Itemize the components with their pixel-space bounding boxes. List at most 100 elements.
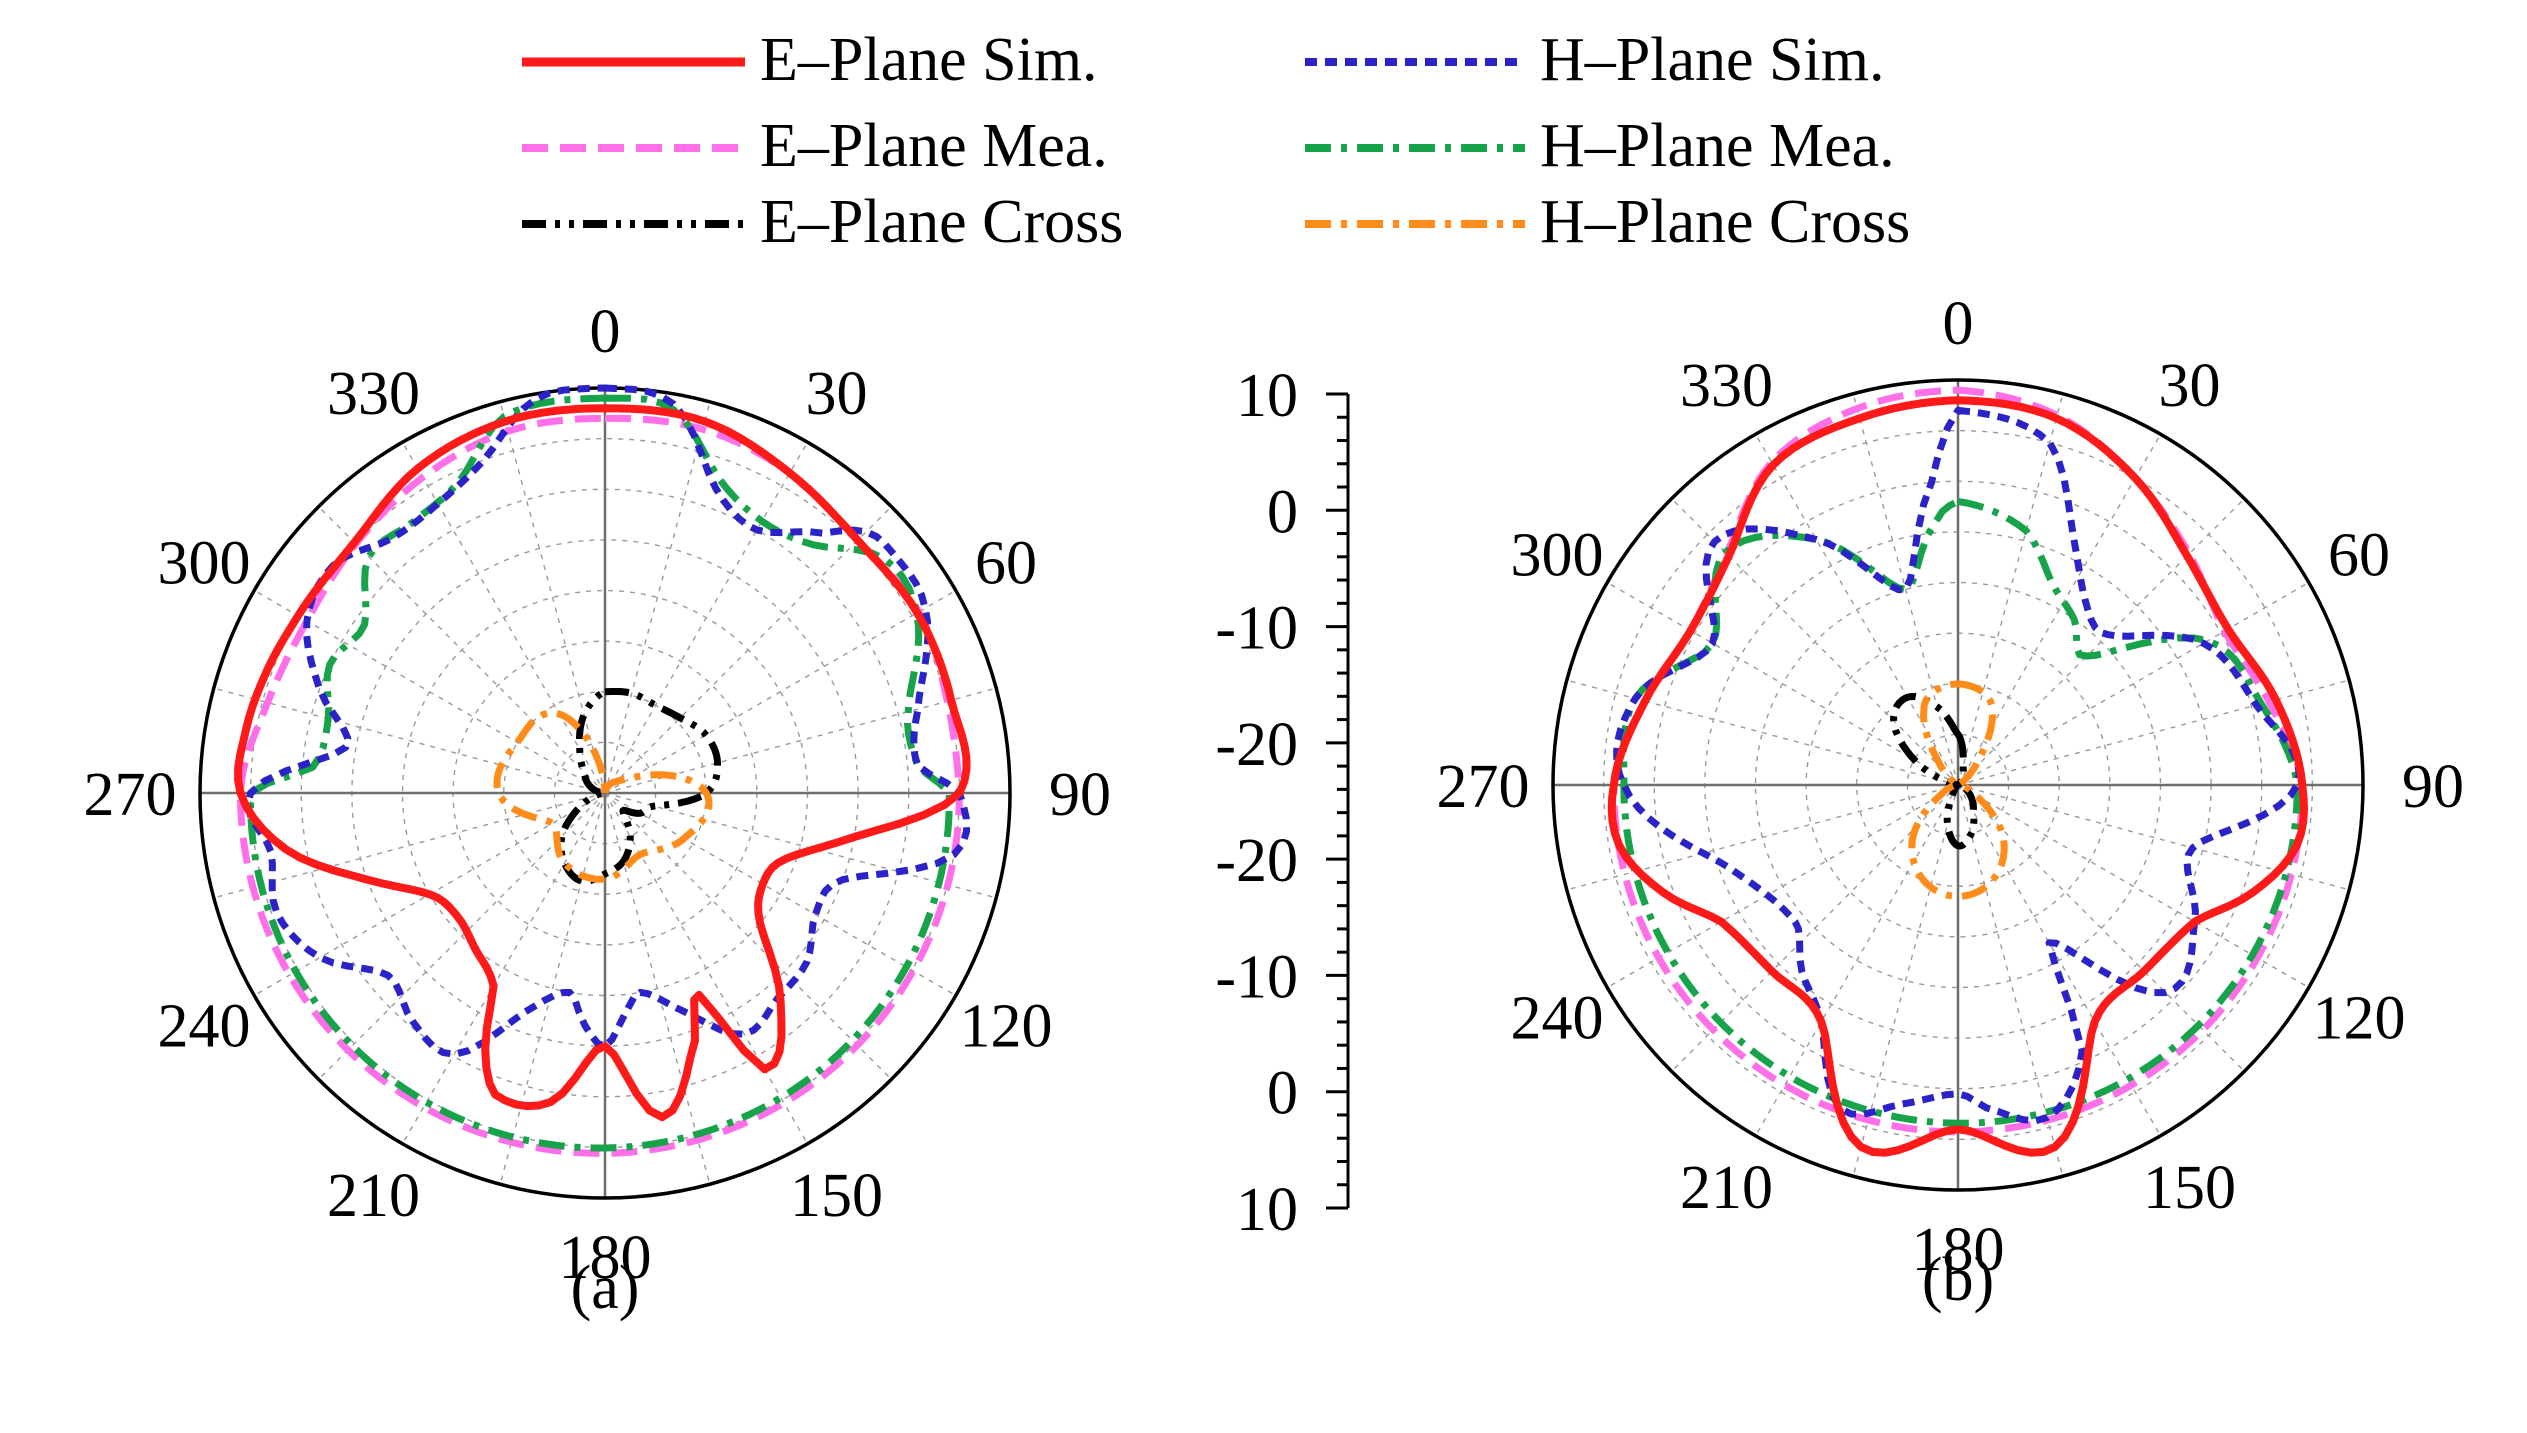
- angle-label-0: 0: [590, 298, 621, 366]
- series-group-b: [1607, 386, 2308, 1157]
- angle-label-150: 150: [790, 1162, 883, 1230]
- legend-item-e-cross: E–Plane Cross: [522, 188, 1123, 256]
- scale-tick-label: -20: [1215, 711, 1298, 779]
- series-e-mea-a: [237, 414, 963, 1157]
- scale-tick-label: -10: [1215, 943, 1298, 1011]
- series-e-cross-b: [1890, 693, 1978, 850]
- angle-label-240: 240: [158, 993, 251, 1061]
- grid-spoke: [1957, 393, 2064, 786]
- legend-label-e-mea: E–Plane Mea.: [760, 112, 1108, 180]
- grid-spoke: [1957, 679, 2350, 786]
- grid-spoke: [213, 792, 606, 899]
- grid-spoke: [604, 792, 997, 899]
- grid-spoke: [318, 506, 606, 794]
- grid-spoke: [1671, 498, 1959, 786]
- angle-label-90: 90: [1049, 761, 1111, 829]
- angle-label-300: 300: [1511, 522, 1604, 590]
- legend-item-e-sim: E–Plane Sim.: [522, 26, 1098, 94]
- angle-label-180: 180: [559, 1224, 652, 1292]
- series-e-sim-a: [234, 404, 971, 1122]
- grid-spoke: [1957, 581, 2310, 786]
- grid-spoke: [1754, 433, 1959, 786]
- angle-label-300: 300: [158, 530, 251, 598]
- angle-labels-a: 0 30 60 90 120 150 180 210 240 270 300 330: [84, 298, 1112, 1292]
- legend-item-h-mea: H–Plane Mea.: [1305, 112, 1895, 180]
- grid-spoke: [604, 506, 892, 794]
- angle-label-120: 120: [960, 993, 1053, 1061]
- scale-tick-label: -20: [1215, 827, 1298, 895]
- scale-tick-label: 0: [1267, 478, 1298, 546]
- grid-spoke: [1671, 784, 1959, 1072]
- angle-labels-b: 0 30 60 90 120 150 180 210 240 270 300 330: [1437, 290, 2465, 1284]
- angle-label-30: 30: [806, 360, 868, 428]
- grid-spoke: [213, 687, 606, 794]
- polar-grid-b: [1551, 378, 2365, 1192]
- grid-spoke: [604, 441, 809, 794]
- grid-spoke: [604, 589, 957, 794]
- series-e-cross-a: [557, 688, 721, 885]
- legend-label-e-cross: E–Plane Cross: [760, 188, 1123, 256]
- grid-spoke: [1566, 679, 1959, 786]
- grid-spoke: [1957, 784, 2350, 891]
- grid-spoke: [604, 401, 711, 794]
- grid-spoke: [253, 589, 606, 794]
- scale-tick-label: -10: [1215, 595, 1298, 663]
- series-h-cross-b: [1908, 680, 2008, 900]
- grid-spoke: [401, 441, 606, 794]
- grid-spoke: [1957, 784, 2162, 1137]
- angle-label-330: 330: [327, 360, 420, 428]
- outer-ring: [1551, 378, 2365, 1192]
- grid-spoke: [499, 401, 606, 794]
- polar-plot-b: 0 30 60 90 120 150 180 210 240 270 300 330 (b): [1437, 290, 2465, 1314]
- grid-spoke: [1852, 393, 1959, 786]
- angle-label-270: 270: [1437, 753, 1530, 821]
- series-group-a: [234, 384, 971, 1157]
- legend-item-e-mea: E–Plane Mea.: [522, 112, 1108, 180]
- grid-spoke: [318, 792, 606, 1080]
- angle-label-210: 210: [327, 1162, 420, 1230]
- legend-label-h-cross: H–Plane Cross: [1540, 188, 1910, 256]
- grid-spoke: [1852, 784, 1959, 1177]
- grid-spoke: [499, 792, 606, 1185]
- scale-tick-label: 0: [1267, 1060, 1298, 1128]
- grid-spoke: [1957, 784, 2064, 1177]
- angle-label-60: 60: [975, 530, 1037, 598]
- series-h-sim-b: [1613, 406, 2303, 1125]
- series-h-mea-b: [1620, 498, 2301, 1127]
- series-h-sim-a: [244, 384, 971, 1058]
- polar-plot-a: 0 30 60 90 120 150 180 210 240 270 300 330 (a): [84, 298, 1112, 1322]
- angle-label-120: 120: [2313, 985, 2406, 1053]
- caption-b: (b): [1922, 1246, 1994, 1314]
- caption-a: (a): [571, 1254, 640, 1322]
- grid-spoke: [1957, 784, 2245, 1072]
- legend-label-e-sim: E–Plane Sim.: [760, 26, 1098, 94]
- series-e-sim-b: [1607, 396, 2308, 1157]
- scale-tick-label: 10: [1236, 362, 1298, 430]
- scale-tick-label: 10: [1236, 1176, 1298, 1244]
- legend-label-h-mea: H–Plane Mea.: [1540, 112, 1895, 180]
- angle-label-330: 330: [1680, 352, 1773, 420]
- series-h-mea-a: [247, 394, 953, 1152]
- legend-item-h-cross: H–Plane Cross: [1305, 188, 1910, 256]
- angle-label-210: 210: [1680, 1154, 1773, 1222]
- grid-spoke: [401, 792, 606, 1145]
- angle-label-90: 90: [2402, 753, 2464, 821]
- legend: E–Plane Sim. E–Plane Mea. E–Plane Cross H–P…: [522, 26, 1910, 256]
- angle-label-0: 0: [1943, 290, 1974, 358]
- grid-spoke: [604, 792, 892, 1080]
- legend-label-h-sim: H–Plane Sim.: [1540, 26, 1884, 94]
- angle-label-150: 150: [2143, 1154, 2236, 1222]
- angle-label-240: 240: [1511, 985, 1604, 1053]
- grid-spoke: [604, 792, 957, 997]
- legend-item-h-sim: H–Plane Sim.: [1305, 26, 1884, 94]
- radial-scale-axis: 10 0 -10 -20 -20 -10 0 10: [1215, 362, 1350, 1244]
- grid-spoke: [1754, 784, 1959, 1137]
- angle-label-180: 180: [1912, 1216, 2005, 1284]
- grid-spoke: [1566, 784, 1959, 891]
- angle-label-270: 270: [84, 761, 177, 829]
- grid-spoke: [1606, 581, 1959, 786]
- grid-spoke: [1957, 498, 2245, 786]
- angle-label-30: 30: [2159, 352, 2221, 420]
- grid-spoke: [1957, 784, 2310, 989]
